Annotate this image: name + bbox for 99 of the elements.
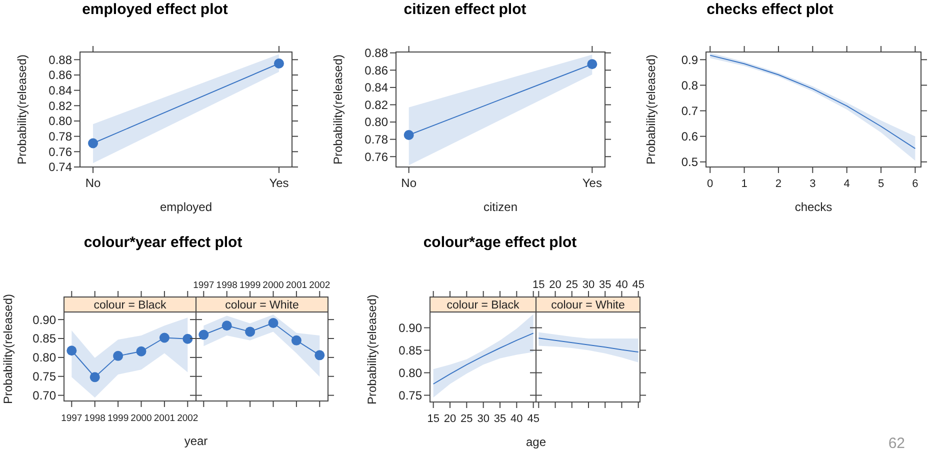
- y-tick-label: 0.82: [364, 98, 388, 112]
- x-tick-label: No: [85, 176, 102, 190]
- y-tick-label: 0.78: [364, 132, 388, 147]
- y-tick-label: 0.80: [398, 366, 422, 380]
- y-axis-title: Probability(released): [644, 54, 658, 165]
- x-tick-label: 25: [460, 413, 473, 425]
- x-tick-label: 2000: [130, 413, 152, 424]
- y-tick-label: 0.80: [48, 114, 72, 128]
- point: [291, 335, 302, 346]
- y-tick-label: 0.80: [32, 350, 56, 365]
- x-tick-label: 2001: [286, 280, 308, 291]
- y-tick-label: 0.6: [681, 130, 698, 144]
- point: [314, 350, 325, 360]
- y-axis-title: Probability(released): [365, 294, 379, 405]
- point: [66, 346, 77, 356]
- x-tick-label: 1998: [216, 280, 238, 291]
- x-tick-label: 2002: [177, 413, 198, 424]
- point: [198, 330, 209, 340]
- x-tick-label: 15: [427, 413, 440, 425]
- y-tick-label: 0.76: [364, 150, 388, 164]
- x-tick-label: 30: [477, 413, 490, 425]
- x-tick-label: Yes: [582, 176, 602, 190]
- y-tick-label: 0.85: [398, 343, 422, 358]
- y-tick-label: 0.75: [32, 370, 56, 384]
- x-tick-label: 15: [532, 279, 545, 291]
- y-tick-label: 0.9: [681, 52, 698, 67]
- x-tick-label: 1997: [61, 413, 82, 424]
- x-tick-label: 40: [616, 279, 628, 291]
- x-tick-label: 40: [510, 413, 523, 425]
- x-axis-title: age: [526, 435, 546, 449]
- y-tick-label: 0.80: [364, 115, 388, 130]
- x-tick-label: No: [401, 176, 417, 190]
- x-axis-title: year: [184, 434, 208, 448]
- point: [182, 334, 193, 344]
- x-axis-title: citizen: [483, 200, 518, 214]
- y-tick-label: 0.76: [48, 144, 72, 159]
- chart-subtitle: colour = Black: [446, 300, 520, 312]
- chart-subtitle: colour = White: [551, 300, 625, 312]
- x-tick-label: Yes: [269, 176, 289, 190]
- y-tick-label: 0.5: [681, 155, 698, 170]
- point: [159, 332, 170, 343]
- x-tick-label: 20: [444, 413, 456, 425]
- x-tick-label: 5: [878, 178, 884, 190]
- chart-title: colour*year effect plot: [84, 234, 242, 251]
- y-tick-label: 0.70: [32, 388, 56, 403]
- x-tick-label: 2: [775, 178, 782, 190]
- point: [245, 326, 256, 337]
- y-tick-label: 0.90: [398, 320, 422, 335]
- y-tick-label: 0.84: [48, 84, 72, 98]
- x-tick-label: 20: [549, 279, 562, 291]
- x-tick-label: 1997: [193, 280, 214, 291]
- x-axis-title: checks: [794, 200, 832, 214]
- y-axis-title: Probability(released): [1, 294, 15, 404]
- y-tick-label: 0.75: [398, 388, 422, 402]
- y-tick-label: 0.90: [32, 312, 56, 327]
- x-tick-label: 2001: [154, 413, 176, 424]
- x-tick-label: 1999: [239, 280, 261, 291]
- point: [136, 346, 146, 356]
- point: [90, 372, 100, 382]
- x-tick-label: 2000: [262, 280, 284, 291]
- x-tick-label: 35: [494, 413, 506, 425]
- x-tick-label: 2002: [309, 280, 330, 291]
- x-tick-label: 1999: [107, 413, 129, 424]
- y-tick-label: 0.85: [32, 332, 56, 346]
- chart-subtitle: colour = White: [225, 300, 299, 312]
- x-tick-label: 1998: [84, 413, 106, 424]
- x-tick-label: 30: [582, 279, 595, 291]
- y-tick-label: 0.88: [48, 52, 72, 67]
- x-tick-label: 4: [844, 178, 850, 190]
- x-tick-label: 0: [707, 178, 714, 190]
- y-tick-label: 0.84: [364, 80, 388, 95]
- x-tick-label: 1: [741, 178, 748, 190]
- chart-title: checks effect plot: [706, 1, 834, 18]
- y-tick-label: 0.88: [364, 46, 388, 60]
- x-tick-label: 3: [810, 178, 816, 190]
- y-tick-label: 0.86: [48, 68, 72, 82]
- point: [268, 318, 278, 328]
- y-tick-label: 0.8: [681, 78, 698, 92]
- y-tick-label: 0.7: [681, 104, 698, 118]
- y-tick-label: 0.78: [48, 130, 72, 144]
- chart-subtitle: colour = Black: [94, 300, 167, 312]
- chart-title: colour*age effect plot: [423, 234, 577, 251]
- y-axis-title: Probability(released): [331, 54, 345, 165]
- y-tick-label: 0.86: [364, 63, 388, 78]
- x-tick-label: 35: [598, 279, 612, 291]
- line-series: [432, 332, 534, 384]
- x-tick-label: 25: [566, 279, 578, 291]
- point: [222, 320, 232, 331]
- y-tick-label: 0.74: [48, 160, 72, 174]
- x-tick-label: 45: [527, 413, 540, 425]
- chart-title: employed effect plot: [82, 1, 228, 18]
- x-tick-label: 6: [912, 178, 918, 190]
- x-axis-title: employed: [160, 200, 212, 214]
- x-tick-label: 45: [632, 279, 644, 291]
- chart-title: citizen effect plot: [404, 1, 526, 18]
- y-axis-title: Probability(released): [15, 54, 29, 165]
- point: [113, 350, 124, 361]
- y-tick-label: 0.82: [48, 98, 72, 113]
- text: 62: [888, 435, 905, 452]
